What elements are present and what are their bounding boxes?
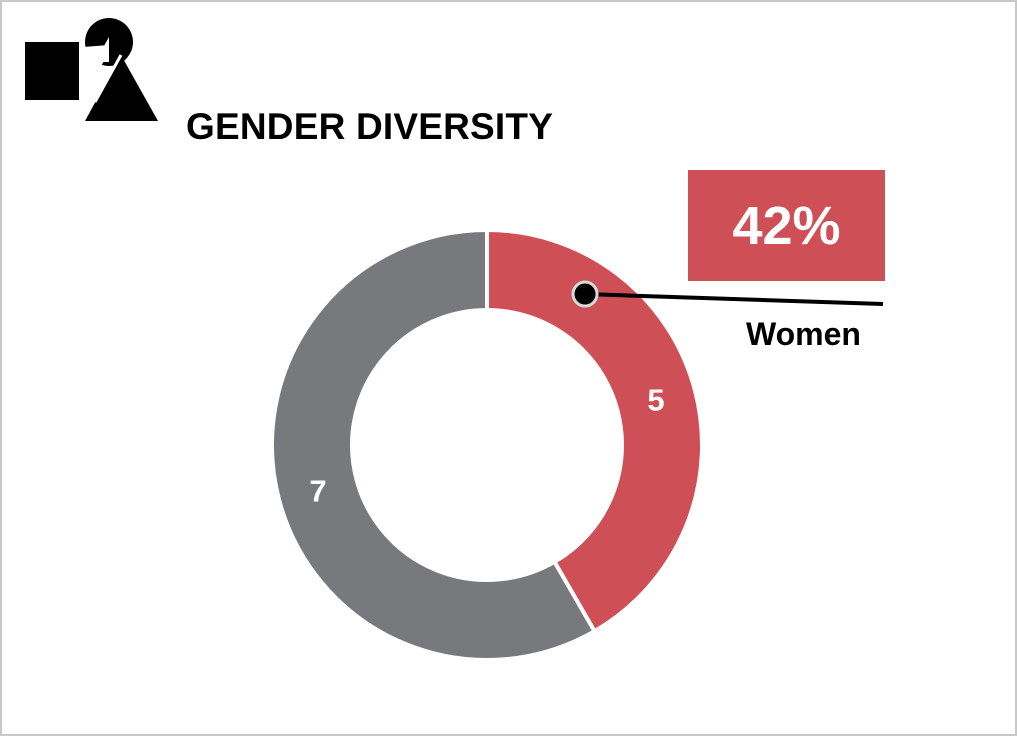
donut-slice-1 [485,227,704,634]
chart-title: GENDER DIVERSITY [186,106,554,147]
data-label-2: 7 [309,473,326,508]
data-label-1: 5 [647,383,664,418]
percent-callout-value: 42% [732,195,841,256]
callout-marker [571,280,599,308]
callout-leader-line [584,292,884,306]
percent-callout-box: 42% [688,170,885,281]
legend-label-women: Women [746,316,861,352]
donut-slice-2 [270,227,598,662]
shapes-logo-icon [25,18,158,121]
